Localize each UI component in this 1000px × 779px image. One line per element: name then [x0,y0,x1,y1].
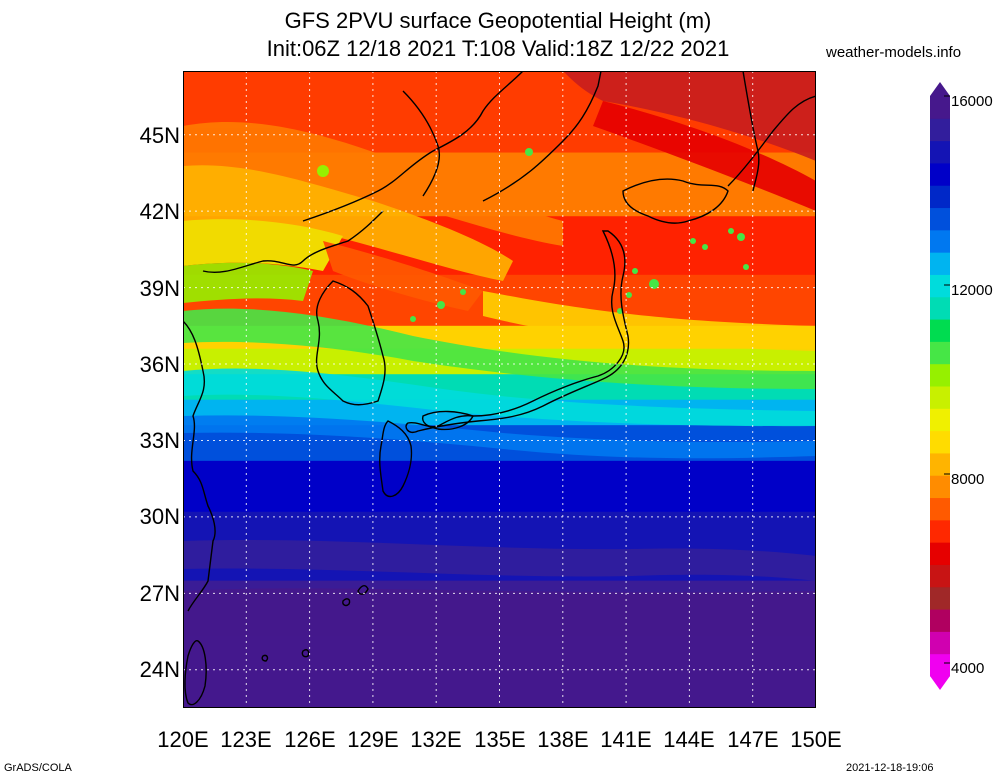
lat-label-45n: 45N [139,123,180,148]
color-scale-cell [930,542,950,565]
color-scale-cell [930,452,950,476]
color-scale-cell [930,229,950,253]
color-scale-cell [930,296,950,320]
color-scale-cell [930,475,950,499]
map-frame [183,71,816,708]
lon-label-132e: 132E [410,727,462,752]
lon-label-147e: 147E [727,727,779,752]
lon-label-126e: 126E [284,727,336,752]
isolated-spots [317,148,749,322]
lon-label-150e: 150E [790,727,842,752]
color-scale-cell [930,386,950,409]
color-scale-cell [930,564,950,588]
color-scale-cell [930,341,950,365]
lat-label-24n: 24N [139,657,180,682]
lat-label-30n: 30N [139,504,180,529]
lon-label-141e: 141E [600,727,652,752]
color-scale-cell [930,96,950,119]
map-title: GFS 2PVU surface Geopotential Height (m) [284,8,712,33]
color-scale-cell [930,430,950,454]
lat-label-33n: 33N [139,428,180,453]
lat-label-39n: 39N [139,276,180,301]
site-credit: weather-models.info [826,44,962,61]
scale-label-4000: 4000 [951,660,985,677]
coastlines [183,71,816,706]
color-scale-cell [930,162,950,186]
lat-lon-grid [183,71,816,708]
lon-label-129e: 129E [347,727,399,752]
scale-max-arrow [930,82,950,96]
color-scale-cell [930,631,950,655]
color-scale-cell [930,519,950,543]
scale-label-8000: 8000 [951,471,985,488]
lon-label-120e: 120E [157,727,209,752]
scale-label-16000: 16000 [951,93,993,110]
geopotential-height-map [183,71,816,708]
lon-label-123e: 123E [220,727,272,752]
footer-software-credit: GrADS/COLA [4,762,72,774]
color-scale-cell [930,118,950,142]
lon-label-135e: 135E [474,727,526,752]
color-scale-cell [930,274,950,298]
lon-label-144e: 144E [663,727,715,752]
color-scale-cell [930,653,950,677]
color-scale-cell [930,140,950,164]
lat-label-42n: 42N [139,199,180,224]
color-scale-cell [930,252,950,275]
color-scale-cell [930,497,950,521]
footer-timestamp: 2021-12-18-19:06 [846,762,934,774]
lat-label-27n: 27N [139,581,180,606]
lat-label-36n: 36N [139,352,180,377]
color-scale-cell [930,207,950,231]
lon-label-138e: 138E [537,727,589,752]
color-scale-bar [930,82,950,690]
color-scale-cell [930,408,950,432]
color-scale-cell [930,363,950,387]
scale-label-12000: 12000 [951,282,993,299]
color-scale-cell [930,609,950,632]
map-subtitle: Init:06Z 12/18 2021 T:108 Valid:18Z 12/2… [266,36,730,61]
color-scale-cell [930,586,950,610]
color-scale-cell [930,185,950,209]
scale-min-arrow [930,676,950,690]
color-scale-cell [930,319,950,342]
field-features [183,71,816,708]
